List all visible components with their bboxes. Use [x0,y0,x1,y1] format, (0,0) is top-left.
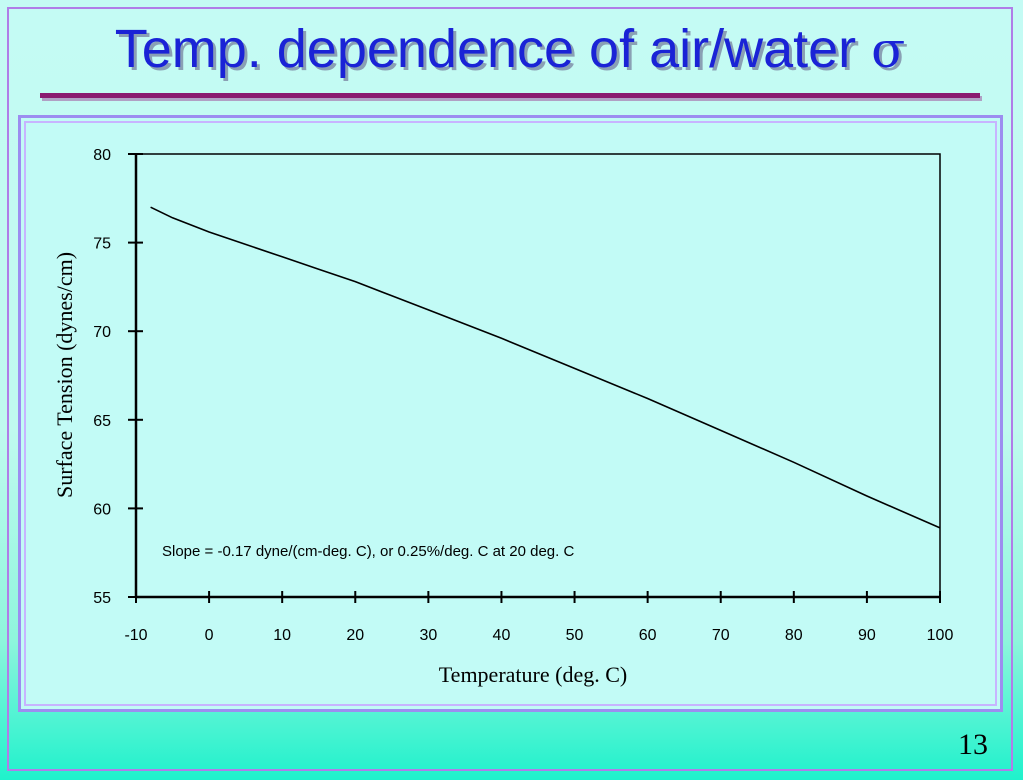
slide-title-text: Temp. dependence of air/water [114,19,872,79]
chart-frame [18,115,1003,712]
x-tick-label: 100 [927,627,954,644]
slide-border [7,7,1013,771]
y-tick-label: 60 [93,501,111,518]
y-tick-label: 65 [93,413,111,430]
x-tick-label: -10 [124,627,147,644]
slide-title: Temp. dependence of air/water σ [40,18,980,80]
y-tick-label: 55 [93,590,111,607]
page-number: 13 [958,728,988,761]
x-tick-label: 30 [419,627,437,644]
series-line [150,206,941,529]
x-tick-label: 40 [493,627,511,644]
y-tick-label: 75 [93,236,111,253]
x-tick-label: 20 [346,627,364,644]
slope-annotation: Slope = -0.17 dyne/(cm-deg. C), or 0.25%… [162,543,574,560]
sigma-symbol: σ [871,21,906,79]
plot-area [135,153,941,598]
x-tick-label: 0 [205,627,214,644]
y-tick-label: 70 [93,324,111,341]
x-tick-label: 70 [712,627,730,644]
x-tick-label: 60 [639,627,657,644]
title-underline [40,93,980,98]
x-tick-label: 80 [785,627,803,644]
x-tick-label: 50 [566,627,584,644]
y-axis-label: Surface Tension (dynes/cm) [52,252,77,498]
x-tick-label: 10 [273,627,291,644]
y-tick-label: 80 [93,147,111,164]
x-axis-label: Temperature (deg. C) [439,662,627,687]
x-tick-label: 90 [858,627,876,644]
